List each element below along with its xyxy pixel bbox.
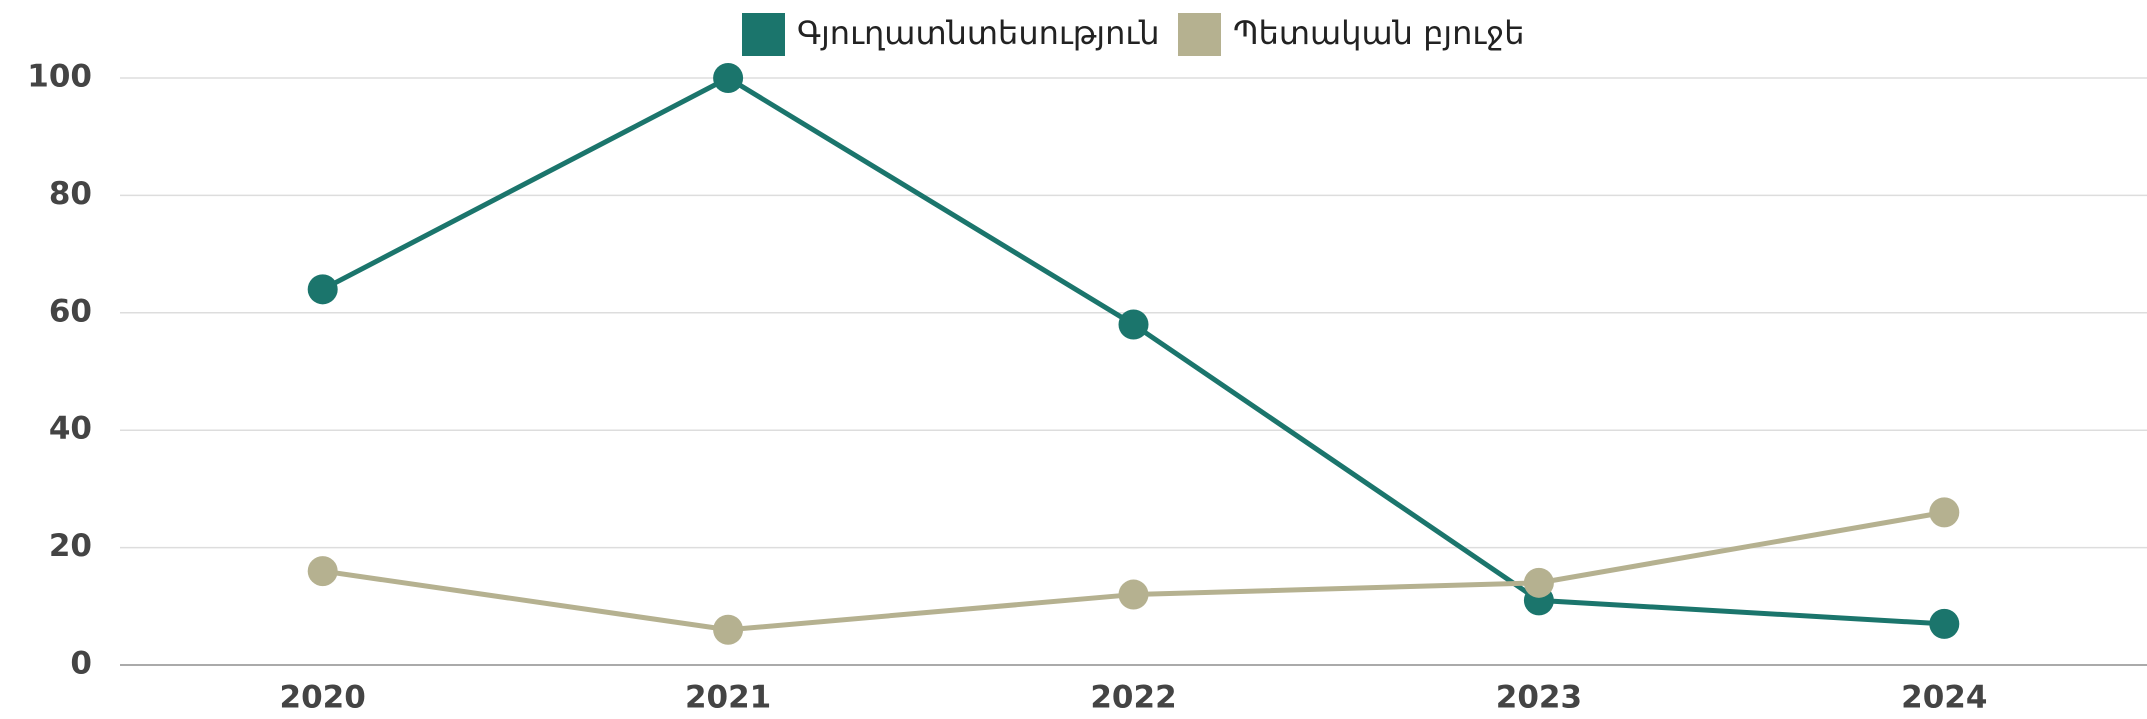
point <box>307 274 338 305</box>
y-tick-label: 80 <box>49 176 92 212</box>
point <box>713 614 744 645</box>
y-tick-label: 20 <box>49 528 92 564</box>
point <box>1118 309 1149 340</box>
point <box>713 63 744 93</box>
y-tick-label: 60 <box>49 293 92 329</box>
x-tick-label: 2023 <box>1496 680 1582 716</box>
y-tick-label: 40 <box>49 411 92 447</box>
x-tick-label: 2024 <box>1901 680 1987 716</box>
y-tick-label: 0 <box>70 646 92 682</box>
y-tick-label: 100 <box>27 59 92 95</box>
legend-swatch <box>1178 13 1221 56</box>
x-tick-label: 2022 <box>1090 680 1176 716</box>
point <box>1118 579 1149 610</box>
x-tick-label: 2020 <box>280 680 366 716</box>
point <box>1523 567 1554 598</box>
series-line <box>321 75 1945 627</box>
legend-label: Գյուղատնտեսություն <box>797 14 1160 52</box>
point <box>1929 608 1960 639</box>
point <box>1929 497 1960 528</box>
x-tick-label: 2021 <box>685 680 771 716</box>
point <box>307 556 338 587</box>
legend-label: Պետական բյուջե <box>1233 14 1524 52</box>
legend-swatch <box>742 13 785 56</box>
